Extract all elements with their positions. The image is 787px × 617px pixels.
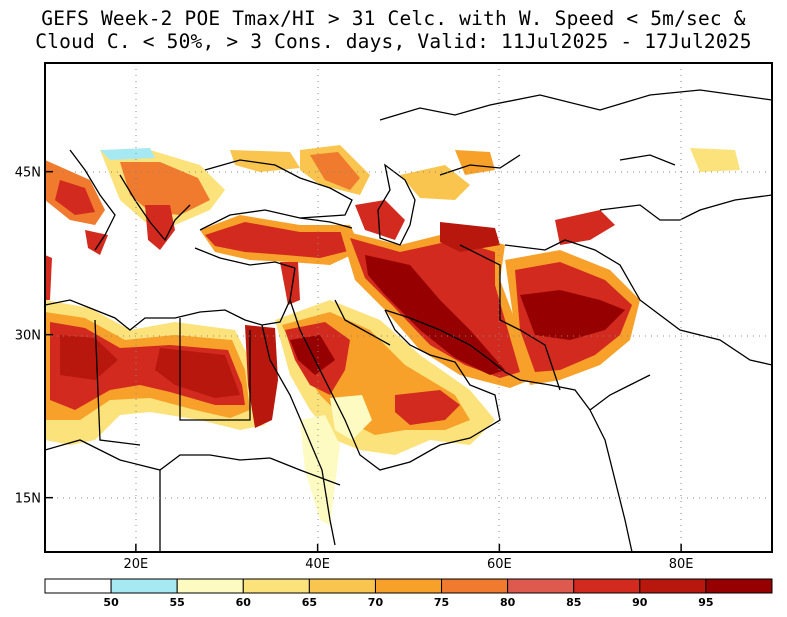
colorbar-label: 80: [500, 596, 516, 609]
x-tick-label: 20E: [123, 557, 148, 572]
map-title-line-1: GEFS Week-2 POE Tmax/HI > 31 Celc. with …: [41, 7, 746, 30]
colorbar-label: 75: [434, 596, 449, 609]
colorbar-swatch: [242, 578, 310, 594]
colorbar-swatch: [110, 578, 178, 594]
colorbar-swatch: [44, 578, 112, 594]
colorbar-label: 95: [698, 596, 713, 609]
x-tick-label: 80E: [669, 557, 694, 572]
x-axis-ticks: 20E 40E 60E 80E: [123, 544, 694, 572]
map-title-line-2: Cloud C. < 50%, > 3 Cons. days, Valid: 1…: [35, 30, 752, 53]
colorbar-swatch: [176, 578, 244, 594]
colorbar-label: 65: [302, 596, 317, 609]
y-tick-label: 45N: [15, 166, 41, 181]
colorbar-swatch: [507, 578, 575, 594]
y-axis-ticks: 45N 30N 15N: [15, 166, 53, 507]
y-tick-label: 30N: [15, 329, 41, 344]
colorbar-label: 70: [368, 596, 384, 609]
x-tick-label: 60E: [487, 557, 512, 572]
colorbar-label: 90: [632, 596, 648, 609]
colorbar: 50 55 60 65 70 75 80 85 90 95: [44, 578, 773, 609]
colorbar-label: 85: [566, 596, 581, 609]
x-tick-label: 40E: [305, 557, 330, 572]
coastlines-and-borders: [45, 89, 772, 552]
map-frame: [44, 62, 773, 553]
colorbar-swatch: [573, 578, 641, 594]
colorbar-swatch: [705, 578, 773, 594]
colorbar-swatch: [374, 578, 443, 594]
y-tick-label: 15N: [15, 492, 41, 507]
colorbar-swatch: [639, 578, 707, 594]
colorbar-label: 60: [236, 596, 252, 609]
probability-shading: [45, 145, 740, 525]
colorbar-swatch: [308, 578, 376, 594]
colorbar-label: 50: [103, 596, 119, 609]
colorbar-label: 55: [170, 596, 185, 609]
colorbar-swatch: [441, 578, 509, 594]
